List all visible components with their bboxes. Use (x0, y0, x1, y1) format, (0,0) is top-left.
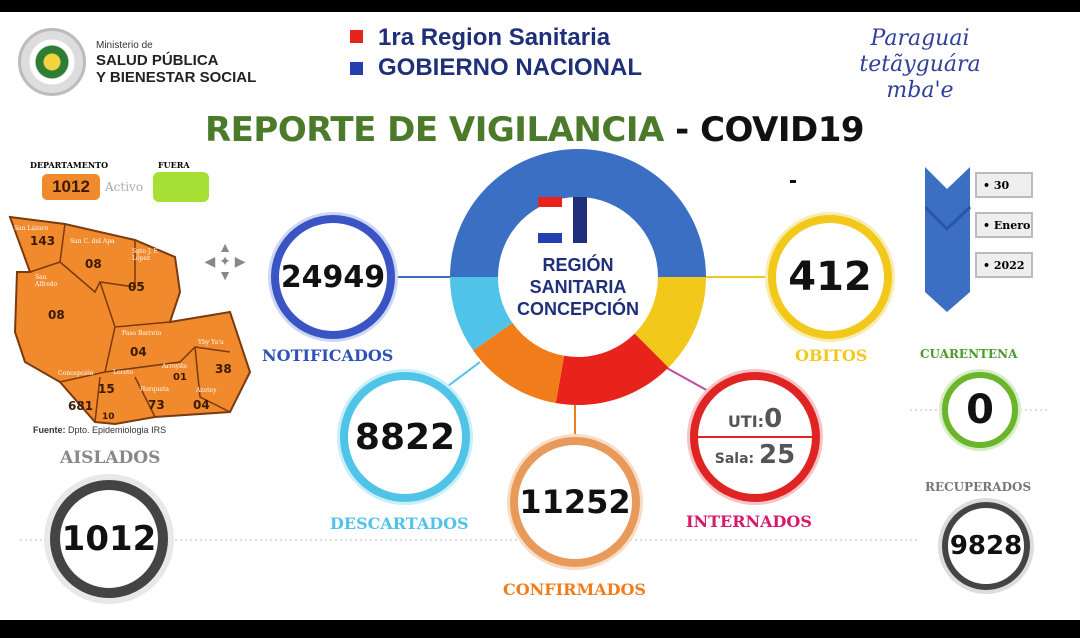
department-value: 1012 (42, 174, 100, 200)
obitos-value: 412 (768, 215, 892, 339)
slogan-2: tetãyguára (859, 52, 981, 77)
aislados-value: 1012 (50, 480, 168, 598)
district-value: 04 (130, 345, 147, 359)
descartados-value: 8822 (340, 372, 470, 502)
obitos-label: OBITOS (795, 346, 868, 365)
district-name: Sgto J. F. López (132, 248, 159, 262)
region-line: 1ra Region Sanitaria (378, 24, 611, 51)
donut-segment-lightblue (450, 277, 513, 351)
notificados-value: 24949 (271, 215, 395, 339)
internados-ring: UTI:0 Sala: 25 (690, 372, 820, 502)
district-name: Azotey (196, 387, 217, 394)
outside-label: FUERA (158, 160, 190, 170)
confirmados-label: CONFIRMADOS (503, 580, 646, 599)
center-line1: REGIÓN (542, 255, 614, 275)
aislados-label: AISLADOS (60, 448, 161, 468)
gov-line: GOBIERNO NACIONAL (378, 54, 642, 81)
donut-segment-blue (450, 149, 578, 277)
district-value: 04 (193, 398, 210, 412)
date-day-value: 30 (993, 179, 1010, 192)
uti-row: UTI:0 (698, 404, 812, 438)
center-label: REGIÓN SANITARIA CONCEPCIÓN (490, 254, 666, 320)
title-sub: - COVID19 (675, 110, 865, 150)
compass-icon: ▲ ◀ ✦ ▶ ▼ (204, 239, 246, 283)
district-value: 15 (98, 382, 115, 396)
title-main: REPORTE DE VIGILANCIA (205, 110, 664, 150)
district-value: 08 (85, 257, 102, 271)
donut-segment-orange (473, 322, 565, 404)
district-name: Paso Barreto (122, 330, 162, 337)
center-line2: SANITARIA (529, 277, 627, 297)
center-donut (450, 149, 706, 405)
chevron-ribbon-icon (925, 167, 972, 312)
map-source: Fuente: Dpto. Epidemiologia IRS (33, 425, 166, 435)
date-year-value: 2022 (993, 259, 1025, 272)
blue-square-icon (350, 62, 363, 75)
district-name: Loreto (113, 369, 134, 376)
district-name: Arroyito (162, 363, 188, 370)
date-day: • 30 (975, 172, 1033, 198)
descartados-label: DESCARTADOS (330, 514, 469, 533)
connector-internados (664, 366, 711, 393)
slogan-3: mba'e (886, 78, 954, 103)
recuperados-label: RECUPERADOS (925, 480, 1032, 494)
district-value: 38 (215, 362, 232, 376)
district-name: San Alfredo (35, 274, 58, 288)
source-text: Dpto. Epidemiologia IRS (68, 425, 167, 435)
recuperados-value: 9828 (942, 502, 1030, 590)
dash-mark (790, 180, 796, 183)
map-outline (8, 215, 252, 426)
donut-segment-yellow (634, 277, 706, 368)
district-value: 10 (102, 412, 115, 422)
district-name: San C. del Apa (70, 238, 115, 245)
district-name: Horqueta (140, 386, 169, 393)
district-value: 73 (148, 398, 165, 412)
red-square-icon (350, 30, 363, 43)
page-title: REPORTE DE VIGILANCIA - COVID19 (205, 110, 865, 150)
outside-swatch (153, 172, 209, 202)
slogan-logo: Paraguai tetãyguára mba'e (850, 26, 990, 104)
flag-bar-icon (573, 197, 587, 243)
district-value: 08 (48, 308, 65, 322)
cuarentena-label: CUARENTENA (920, 347, 1018, 361)
connectors (20, 149, 1050, 541)
flag-red-icon (538, 197, 562, 207)
donut-segment-red (555, 333, 669, 405)
district-value: 05 (128, 280, 145, 294)
uti-label: UTI: (727, 412, 765, 431)
internados-label: INTERNADOS (686, 512, 812, 531)
flag-blue-icon (538, 233, 562, 243)
district-value: 01 (173, 372, 187, 383)
district-borders (29, 223, 231, 423)
active-label: Activo (105, 180, 144, 194)
district-name: San Lázaro (14, 225, 49, 232)
confirmados-value: 11252 (510, 437, 640, 567)
ministry-line1: SALUD PÚBLICA (96, 52, 219, 69)
ministry-seal-logo (18, 28, 86, 96)
ministry-name: SALUD PÚBLICA Y BIENESTAR SOCIAL (96, 52, 256, 86)
date-month: • Enero (975, 212, 1033, 238)
department-label: DEPARTAMENTO (30, 160, 109, 170)
district-name: Concepción (58, 370, 94, 377)
center-line3: CONCEPCIÓN (516, 299, 639, 319)
sala-row: Sala: 25 (715, 438, 795, 470)
district-name: Yby Ya'u (198, 339, 224, 346)
source-label: Fuente: (33, 425, 66, 435)
district-value: 681 (68, 399, 94, 413)
ministry-line2: Y BIENESTAR SOCIAL (96, 69, 257, 86)
district-value: 143 (30, 234, 56, 248)
date-year: • 2022 (975, 252, 1033, 278)
ministry-small: Ministerio de (96, 40, 153, 51)
uti-value: 0 (764, 404, 783, 434)
cuarentena-value: 0 (942, 372, 1018, 448)
infographic: Ministerio de SALUD PÚBLICA Y BIENESTAR S… (0, 12, 1080, 620)
slogan-1: Paraguai (870, 26, 970, 51)
date-month-value: Enero (993, 219, 1031, 232)
sala-value: 25 (759, 440, 796, 470)
donut-segment-blue (578, 149, 706, 277)
sala-label: Sala: (714, 451, 755, 467)
department-map (8, 215, 252, 426)
notificados-label: NOTIFICADOS (262, 346, 394, 365)
